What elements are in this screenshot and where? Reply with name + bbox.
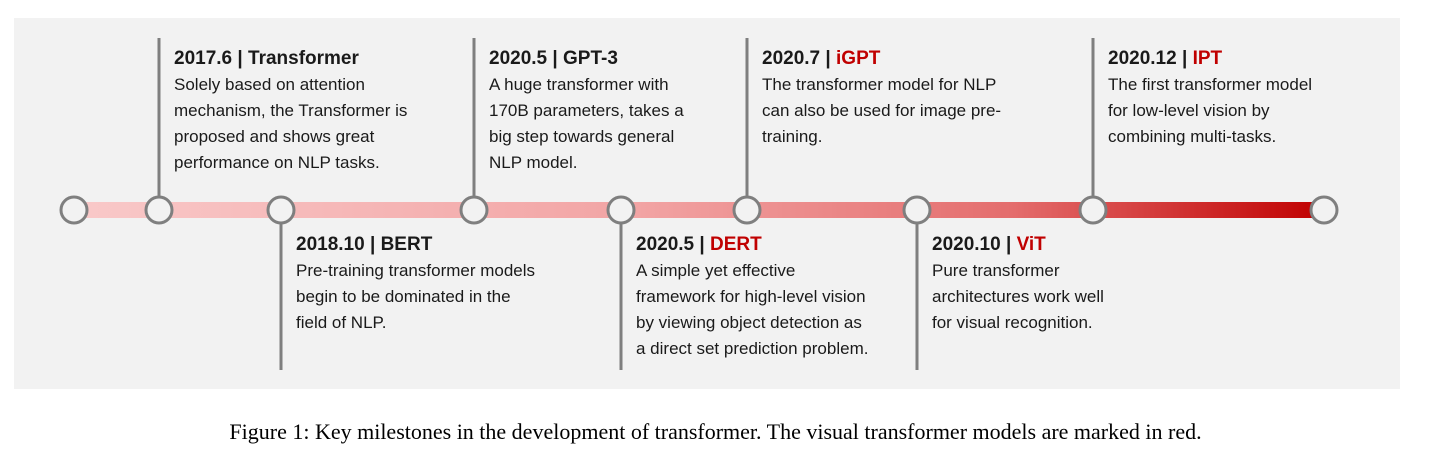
event-name: DERT <box>710 234 762 255</box>
event-description: The transformer model for NLP can also b… <box>762 75 1002 146</box>
event-dert: 2020.5 | DERT A simple yet effective fra… <box>636 232 868 362</box>
event-description: The first transformer model for low-leve… <box>1108 75 1313 146</box>
event-description: A simple yet effective framework for hig… <box>636 261 869 358</box>
event-date: 2020.5 <box>636 234 695 255</box>
timeline-node-end <box>1309 195 1339 225</box>
event-gpt3: 2020.5 | GPT-3 A huge transformer with 1… <box>489 46 684 176</box>
timeline-panel: 2017.6 | Transformer Solely based on att… <box>14 18 1400 389</box>
event-separator: | <box>552 48 558 69</box>
event-date: 2020.12 <box>1108 48 1177 69</box>
event-date: 2017.6 <box>174 48 233 69</box>
timeline-node-bert <box>266 195 296 225</box>
event-separator: | <box>1005 234 1012 255</box>
event-ipt: 2020.12 | IPT The first transformer mode… <box>1108 46 1312 150</box>
timeline-node-igpt <box>732 195 762 225</box>
timeline-node-ipt <box>1078 195 1108 225</box>
event-title: 2020.12 | IPT <box>1108 46 1312 72</box>
event-date: 2018.10 <box>296 234 365 255</box>
timeline-bar <box>74 202 1324 218</box>
event-bert: 2018.10 | BERT Pre-training transformer … <box>296 232 535 336</box>
event-igpt: 2020.7 | iGPT The transformer model for … <box>762 46 1001 150</box>
event-separator: | <box>237 48 243 69</box>
event-separator: | <box>825 48 831 69</box>
event-description: A huge transformer with 170B parameters,… <box>489 75 684 172</box>
event-name: BERT <box>380 234 433 255</box>
figure-caption: Figure 1: Key milestones in the developm… <box>229 419 1202 444</box>
event-title: 2020.10 | ViT <box>932 232 1104 258</box>
event-name: ViT <box>1016 234 1046 255</box>
event-date: 2020.10 <box>932 234 1001 255</box>
event-name: Transformer <box>248 48 359 69</box>
event-name: iGPT <box>836 48 881 69</box>
event-title: 2020.5 | GPT-3 <box>489 46 684 72</box>
event-date: 2020.7 <box>762 48 821 69</box>
event-separator: | <box>369 234 376 255</box>
event-description: Pure transformer architectures work well… <box>932 261 1104 332</box>
event-description: Pre-training transformer models begin to… <box>296 261 536 332</box>
timeline-node-gpt3 <box>459 195 489 225</box>
event-name: IPT <box>1192 48 1223 69</box>
event-name: GPT-3 <box>563 48 618 69</box>
timeline-graphic <box>59 38 1339 370</box>
timeline-node-dert <box>606 195 636 225</box>
event-separator: | <box>1181 48 1188 69</box>
event-description: Solely based on attention mechanism, the… <box>174 75 408 172</box>
timeline-node-transformer <box>144 195 174 225</box>
event-vit: 2020.10 | ViT Pure transformer architect… <box>932 232 1104 336</box>
event-date: 2020.5 <box>489 48 548 69</box>
event-title: 2018.10 | BERT <box>296 232 535 258</box>
timeline-node-start <box>59 195 89 225</box>
event-title: 2020.7 | iGPT <box>762 46 1001 72</box>
event-separator: | <box>699 234 705 255</box>
event-transformer: 2017.6 | Transformer Solely based on att… <box>174 46 407 176</box>
event-title: 2020.5 | DERT <box>636 232 868 258</box>
event-title: 2017.6 | Transformer <box>174 46 407 72</box>
timeline-node-vit <box>902 195 932 225</box>
